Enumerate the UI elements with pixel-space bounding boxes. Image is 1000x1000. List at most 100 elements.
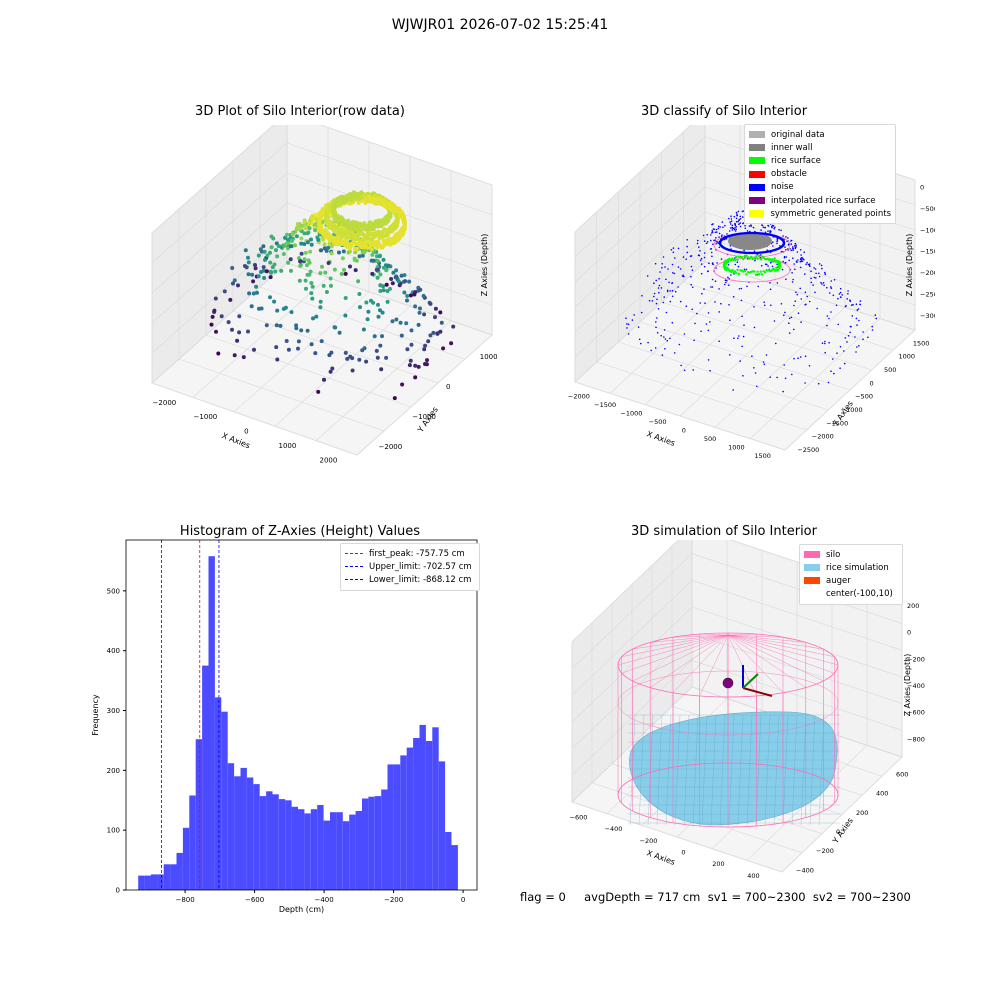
noise-point	[738, 219, 740, 221]
noise-point	[855, 303, 858, 305]
noise-point	[712, 243, 714, 245]
noise-point	[846, 341, 848, 343]
noise-point	[782, 235, 784, 237]
data-point	[284, 339, 289, 343]
noise-point	[703, 265, 706, 268]
data-point	[422, 347, 427, 352]
legend-line	[345, 553, 363, 555]
data-point	[439, 320, 444, 325]
noise-point	[712, 263, 714, 266]
histogram-bar	[208, 556, 215, 890]
noise-point	[852, 303, 854, 306]
noise-point	[686, 239, 688, 241]
panel2-title: 3D classify of Silo Interior	[640, 104, 808, 119]
noise-point	[694, 322, 696, 325]
noise-point	[813, 276, 816, 279]
noise-point	[748, 225, 751, 227]
noise-point	[735, 226, 738, 228]
data-point	[330, 366, 335, 371]
noise-point	[815, 277, 817, 279]
data-point	[390, 281, 395, 286]
data-point	[324, 290, 329, 294]
x-tick-label: −400	[314, 896, 333, 904]
data-point	[423, 362, 427, 366]
data-point	[255, 290, 259, 295]
data-point	[399, 273, 404, 278]
noise-point	[690, 255, 693, 257]
noise-point	[703, 252, 706, 254]
noise-point	[794, 247, 797, 250]
data-point	[216, 351, 221, 356]
noise-point	[816, 307, 818, 310]
noise-point	[734, 227, 736, 229]
noise-point	[754, 372, 757, 374]
noise-point	[739, 360, 741, 362]
x-axis-label: X Axies	[645, 848, 676, 867]
z-tick-label: −800	[907, 735, 925, 743]
histogram-bar	[445, 832, 452, 890]
x-tick-label: 1000	[728, 444, 745, 452]
noise-point	[824, 340, 826, 343]
legend-label: original data	[771, 129, 825, 140]
noise-point	[690, 283, 692, 286]
data-point	[305, 231, 310, 236]
data-point	[257, 306, 261, 311]
noise-point	[661, 354, 664, 356]
noise-point	[810, 277, 812, 280]
data-point	[323, 270, 328, 275]
noise-point	[669, 290, 671, 292]
data-point	[295, 222, 300, 227]
noise-point	[785, 236, 787, 238]
noise-point	[742, 216, 744, 218]
data-point	[435, 331, 440, 336]
noise-point	[692, 369, 694, 371]
data-point	[321, 237, 326, 242]
data-point	[289, 310, 294, 315]
noise-point	[699, 259, 702, 262]
noise-point	[792, 278, 794, 281]
noise-point	[847, 293, 849, 295]
data-point	[417, 310, 422, 315]
data-point	[243, 248, 248, 253]
histogram-bar	[170, 864, 177, 890]
data-point	[251, 279, 256, 284]
data-point	[377, 254, 382, 259]
silo-roof-wire	[727, 633, 757, 636]
data-point	[398, 320, 403, 325]
noise-point	[780, 303, 783, 305]
noise-point	[857, 308, 860, 310]
data-point	[409, 328, 414, 333]
data-point	[426, 339, 431, 344]
x-tick-label: −2000	[153, 399, 177, 407]
noise-point	[846, 298, 848, 300]
noise-point	[716, 231, 718, 233]
data-point	[294, 326, 299, 331]
data-point	[370, 271, 375, 276]
y-tick-label: 1500	[913, 339, 930, 347]
noise-point	[720, 302, 722, 305]
data-point	[376, 302, 380, 307]
data-point	[332, 267, 337, 272]
noise-point	[720, 235, 723, 238]
data-point	[264, 269, 269, 274]
noise-point	[799, 287, 801, 290]
data-point	[307, 221, 312, 226]
legend-entry: obstacle	[749, 168, 891, 181]
data-point	[343, 271, 348, 276]
page-title: WJWJR01 2026-07-02 15:25:41	[391, 17, 609, 33]
legend-line	[345, 579, 363, 581]
noise-point	[691, 286, 694, 289]
noise-point	[726, 233, 728, 235]
noise-point	[726, 279, 728, 282]
noise-point	[800, 321, 802, 323]
noise-point	[743, 249, 745, 252]
rice-surface-point	[750, 255, 753, 259]
histogram-bar	[240, 767, 247, 890]
noise-point	[693, 339, 695, 342]
silo-roof-wire	[727, 634, 806, 688]
data-point	[394, 274, 399, 279]
data-point	[326, 245, 331, 250]
noise-point	[767, 265, 769, 267]
histogram-bar	[202, 665, 209, 890]
mesh-line	[701, 714, 708, 826]
